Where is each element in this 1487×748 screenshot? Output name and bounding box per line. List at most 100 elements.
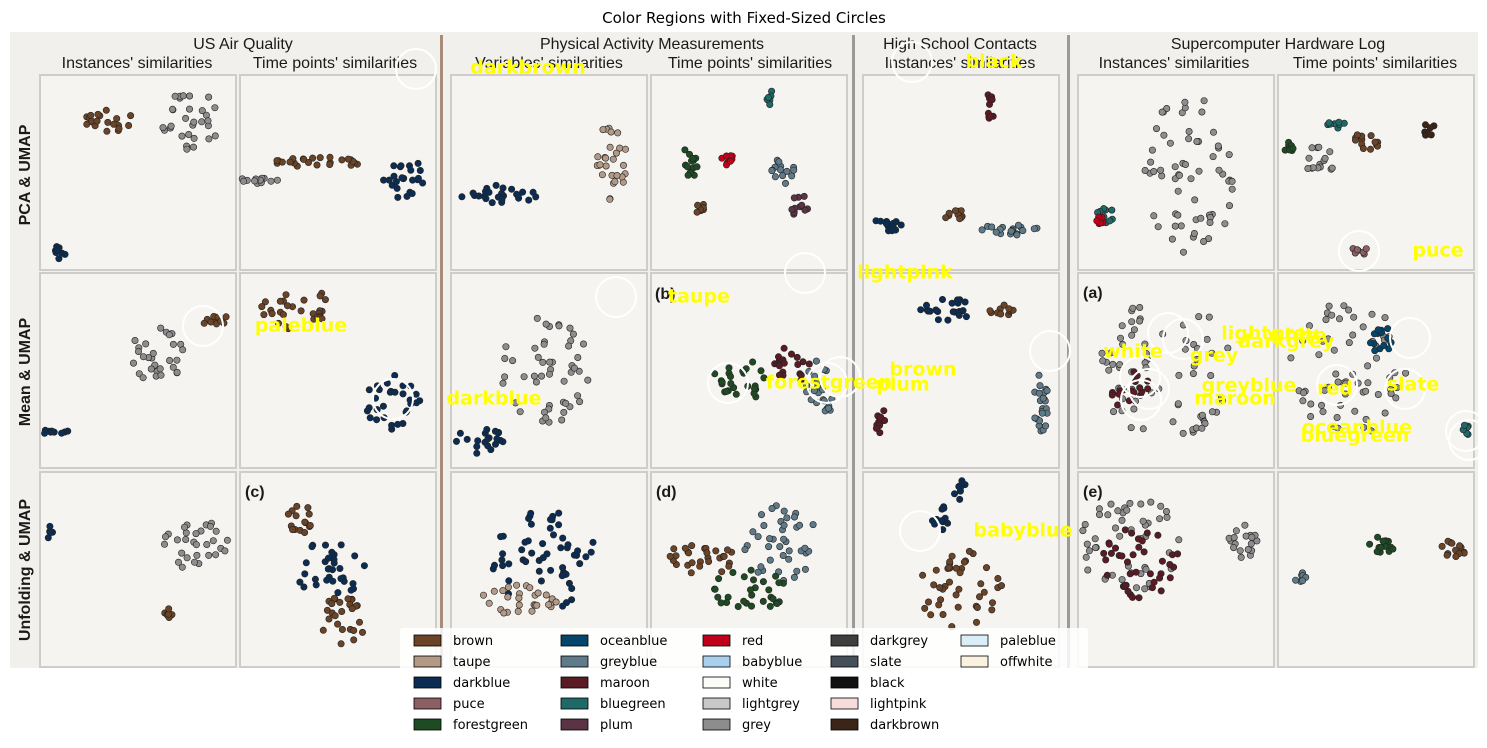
point-grey [1104, 511, 1112, 519]
dataset-title-supercomputer: Supercomputer Hardware Log [1171, 36, 1385, 53]
point-grey [135, 347, 143, 355]
point-brown [705, 557, 713, 565]
point-grey [157, 371, 165, 379]
point-grey [156, 365, 164, 373]
point-grey [212, 551, 220, 559]
point-grey [1392, 394, 1400, 402]
point-oceanblue [1384, 325, 1392, 333]
point-grey [181, 523, 189, 531]
point-grey [1360, 423, 1368, 431]
point-greyblue [766, 535, 774, 543]
point-grey [1236, 547, 1244, 555]
point-darkblue [41, 429, 49, 437]
point-brown [1359, 145, 1367, 153]
point-greyblue [1035, 371, 1043, 379]
point-grey [1185, 135, 1193, 143]
point-darkblue [535, 567, 543, 575]
point-brown [1371, 138, 1379, 146]
point-grey [1198, 108, 1206, 116]
point-grey [1179, 429, 1187, 437]
point-brown [273, 157, 281, 165]
point-maroon [1150, 578, 1158, 586]
point-grey [183, 554, 191, 562]
point-darkblue [473, 449, 481, 457]
point-brown [975, 593, 983, 601]
point-brown [946, 558, 954, 566]
point-greyblue [766, 556, 774, 564]
point-grey [169, 340, 177, 348]
point-darkblue [529, 188, 537, 196]
point-darkblue [469, 189, 477, 197]
point-grey [1345, 339, 1353, 347]
fixed-circle [182, 305, 224, 347]
point-grey [1084, 566, 1092, 574]
point-grey [542, 320, 550, 328]
point-brown [1456, 542, 1464, 550]
point-darkblue [337, 575, 345, 583]
point-greyblue [1042, 422, 1050, 430]
fixed-circle [784, 252, 826, 294]
point-grey [161, 540, 169, 548]
point-brown [293, 502, 301, 510]
point-brown [935, 601, 943, 609]
point-taupe [612, 149, 620, 157]
legend-swatch-babyblue [702, 655, 731, 668]
point-brown [344, 155, 352, 163]
point-greyblue [796, 521, 804, 529]
point-grey [1345, 306, 1353, 314]
subtitle-pa-time: Time points' similarities [668, 55, 832, 72]
point-forestgreen [747, 566, 755, 574]
point-maroon [1166, 574, 1174, 582]
point-grey [1098, 349, 1106, 357]
point-greyblue [754, 568, 762, 576]
point-darkblue [587, 548, 595, 556]
scatter-points [41, 87, 1472, 648]
legend-swatch-greyblue [560, 655, 589, 668]
point-brown [720, 552, 728, 560]
point-taupe [514, 607, 522, 615]
point-grey [166, 356, 174, 364]
point-bluegreen [1108, 206, 1116, 214]
point-darkblue [962, 313, 970, 321]
annotation-label-darkgrey: darkgrey [1238, 331, 1335, 353]
point-grey [1237, 553, 1245, 561]
point-brown [94, 110, 102, 118]
point-grey [1328, 164, 1336, 172]
point-grey [1177, 222, 1185, 230]
legend-label-lightpink: lightpink [870, 697, 927, 712]
point-grey [1381, 314, 1389, 322]
point-brown [286, 158, 294, 166]
point-grey [1139, 425, 1147, 433]
point-brown [331, 612, 339, 620]
point-darkblue [877, 217, 885, 225]
point-grey [1330, 423, 1338, 431]
point-grey [533, 314, 541, 322]
point-maroon [780, 344, 788, 352]
point-grey [193, 551, 201, 559]
point-brown [297, 307, 305, 315]
point-brown [104, 118, 112, 126]
point-maroon [1132, 568, 1140, 576]
point-grey [1287, 354, 1295, 362]
point-grey [574, 353, 582, 361]
point-darkblue [308, 543, 316, 551]
point-taupe [513, 581, 521, 589]
point-grey [175, 558, 183, 566]
point-maroon [1140, 548, 1148, 556]
point-grey [192, 530, 200, 538]
fixed-circle [707, 362, 749, 404]
point-grey [190, 134, 198, 142]
fixed-circle [1147, 312, 1189, 354]
point-grey [1228, 177, 1236, 185]
point-maroon [1103, 571, 1111, 579]
point-darkblue [488, 199, 496, 207]
point-greyblue [780, 521, 788, 529]
legend-swatch-darkbrown [830, 718, 859, 731]
panel-1-4 [862, 272, 1060, 469]
point-darkblue [337, 541, 345, 549]
dataset-title-air-quality: US Air Quality [193, 36, 293, 53]
point-forestgreen [684, 171, 692, 179]
point-grey [267, 177, 275, 185]
point-grey [1126, 499, 1134, 507]
point-grey [1182, 161, 1190, 169]
